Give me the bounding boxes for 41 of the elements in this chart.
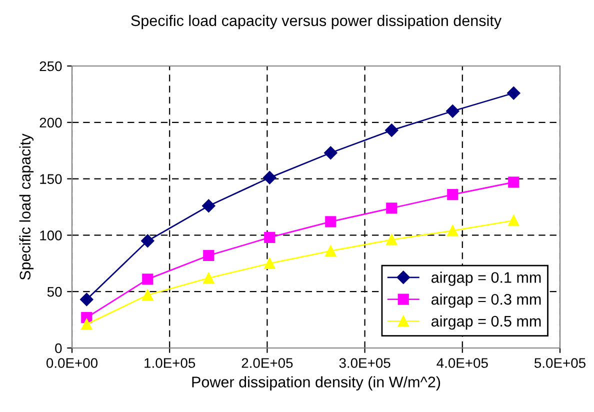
x-tick-label: 3.0E+05 bbox=[339, 358, 390, 368]
point bbox=[203, 272, 214, 284]
point bbox=[142, 274, 154, 285]
point bbox=[508, 214, 520, 226]
y-tick-label: 200 bbox=[40, 118, 62, 128]
point bbox=[203, 250, 214, 262]
x-tick-label: 2.0E+05 bbox=[242, 358, 293, 368]
point bbox=[385, 124, 398, 137]
chart-title: Specific load capacity versus power dissipation density bbox=[131, 14, 502, 30]
point bbox=[446, 104, 460, 118]
point bbox=[263, 171, 276, 184]
x-tick-label: 0.0E+00 bbox=[46, 358, 98, 368]
point bbox=[325, 216, 336, 228]
x-tick-label: 1.0E+05 bbox=[144, 358, 196, 368]
point bbox=[447, 225, 458, 236]
point bbox=[324, 146, 338, 160]
point bbox=[264, 232, 276, 244]
point bbox=[202, 199, 216, 212]
legend-label: airgap = 0.3 mm bbox=[432, 294, 541, 308]
point bbox=[386, 234, 398, 246]
y-tick-label: 100 bbox=[40, 230, 62, 240]
point bbox=[507, 86, 520, 100]
point bbox=[325, 245, 336, 257]
legend-label: airgap = 0.1 mm bbox=[432, 272, 541, 286]
point bbox=[447, 189, 458, 200]
y-axis-title: Specific load capacity bbox=[19, 134, 34, 280]
x-tick-label: 4.0E+05 bbox=[436, 358, 488, 368]
point bbox=[80, 292, 94, 306]
point bbox=[81, 318, 92, 330]
point bbox=[142, 289, 154, 301]
legend-label: airgap = 0.5 mm bbox=[432, 315, 541, 330]
y-tick-label: 150 bbox=[40, 174, 62, 184]
x-tick-label: 5.0E+05 bbox=[534, 358, 586, 368]
y-tick-label: 50 bbox=[47, 286, 62, 297]
x-axis-title: Power dissipation density (in W/m^2) bbox=[192, 376, 440, 390]
point bbox=[508, 176, 520, 188]
point bbox=[264, 258, 276, 269]
point bbox=[141, 234, 154, 248]
y-tick-label: 0 bbox=[55, 343, 62, 354]
point bbox=[386, 202, 398, 214]
y-tick-label: 250 bbox=[40, 61, 62, 72]
